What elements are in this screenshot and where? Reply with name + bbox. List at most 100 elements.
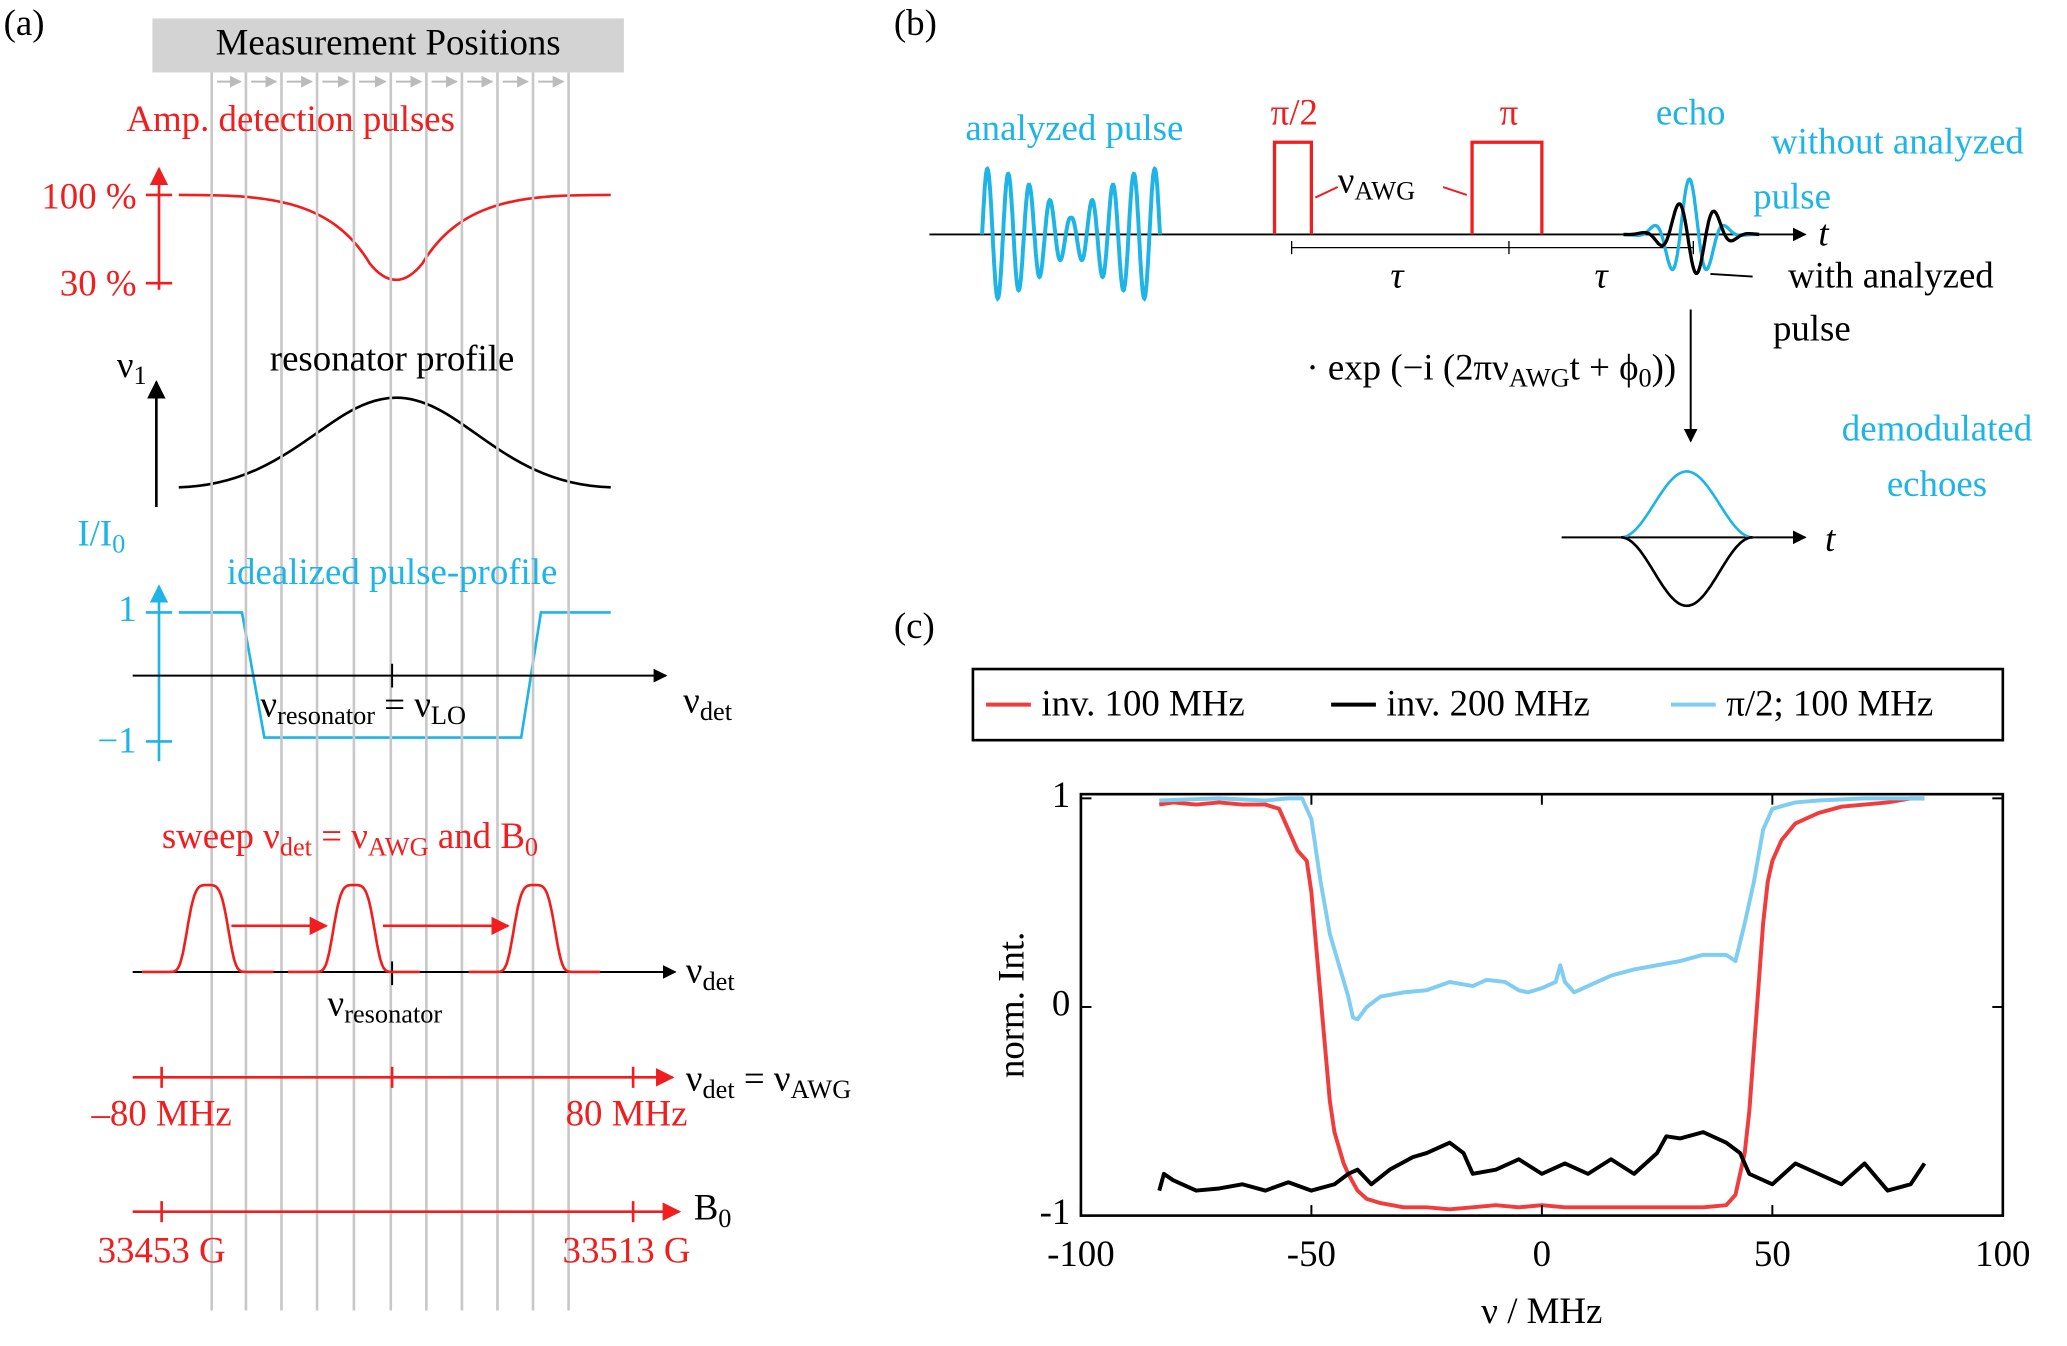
field-max: 33513 G (563, 1229, 691, 1270)
with-label: with analyzed (1788, 255, 1994, 296)
text-part: ν (328, 983, 345, 1024)
field-min: 33453 G (98, 1229, 226, 1270)
text-part: B (694, 1187, 719, 1228)
subscript: det (700, 697, 733, 726)
subscript: resonator (344, 1000, 442, 1029)
y-axis-title: norm. Int. (991, 932, 1032, 1078)
plot-frame (1079, 792, 2005, 1217)
amplitude-high: 100 % (41, 176, 136, 217)
data-line (1158, 796, 1925, 1212)
level-high: 1 (118, 588, 136, 629)
amplitude-curve (178, 193, 611, 281)
tau-label: τ (1595, 255, 1610, 296)
text-part: )) (1652, 347, 1677, 389)
text-part: ν (686, 950, 703, 991)
sweep-title: sweep νdet = νAWG and B0 (162, 816, 538, 862)
subscript: AWG (1354, 177, 1415, 206)
subscript: 0 (718, 1204, 731, 1233)
x-tick-label: 100 (1975, 1233, 2030, 1274)
subscript: 0 (525, 833, 538, 862)
text-part: ν (1338, 160, 1355, 201)
subscript: AWG (1509, 364, 1570, 393)
pi-label: π (1500, 91, 1519, 132)
amplitude-low: 30 % (60, 263, 137, 304)
subscript: AWG (791, 1075, 852, 1104)
data-line (1159, 796, 1925, 1022)
demodulated-label: echoes (1887, 463, 1987, 504)
without-label: pulse (1753, 176, 1831, 217)
subscript: det (702, 1075, 735, 1104)
frequency-min: –80 MHz (90, 1092, 231, 1133)
text-part: and B (429, 816, 525, 857)
axis-label: B0 (694, 1187, 732, 1233)
echo-label: echo (1656, 91, 1726, 132)
axis-label: νdet (686, 950, 736, 996)
subscript: det (702, 967, 735, 996)
y-tick-label: -1 (1040, 1191, 1071, 1232)
y-tick-label: 0 (1052, 982, 1070, 1023)
legend-label: inv. 200 MHz (1386, 683, 1589, 724)
panel-label: (a) (4, 2, 45, 44)
frequency-max: 80 MHz (566, 1092, 688, 1133)
text-part: ν (686, 1058, 703, 1099)
axis-label: t (1825, 518, 1836, 559)
subscript: LO (431, 701, 466, 730)
text-part: = ν (312, 816, 368, 857)
sweep-pulse (288, 883, 420, 974)
demodulated-with (1620, 536, 1753, 608)
text-part: = ν (375, 684, 431, 725)
intensity-axis-label: I/I0 (77, 513, 125, 559)
resonator-label: νresonator (328, 983, 443, 1029)
without-label: without analyzed (1771, 120, 2024, 161)
leader (1710, 272, 1753, 278)
subscript: 0 (112, 530, 125, 559)
y-tick-label: 1 (1052, 774, 1070, 815)
resonator-lo-label: νresonator = νLO (260, 684, 466, 730)
x-tick-label: -50 (1287, 1233, 1336, 1274)
pi-half-label: π/2 (1271, 91, 1318, 132)
text-part: · exp (−i (2πν (1306, 347, 1508, 389)
resonator-title: resonator profile (270, 338, 515, 379)
resonator-curve (178, 396, 611, 489)
legend-box (971, 667, 2005, 742)
subscript: det (280, 833, 313, 862)
sweep-pulse (468, 883, 601, 974)
x-axis-title: ν / MHz (1481, 1290, 1602, 1331)
panel-label: (b) (894, 2, 937, 44)
leader (1314, 186, 1339, 199)
pi-half-pulse (1272, 140, 1314, 235)
pulse-profile-curve (178, 611, 611, 739)
text-part: ν (117, 344, 134, 385)
legend-label: π/2; 100 MHz (1726, 683, 1933, 724)
header-box (152, 18, 624, 73)
text-part: I/I (77, 513, 112, 554)
with-label: pulse (1773, 307, 1851, 348)
legend-label: inv. 100 MHz (1041, 683, 1244, 724)
axis-label: νdet = νAWG (686, 1058, 852, 1104)
resonator-axis-label: ν1 (117, 344, 147, 390)
text-part: sweep ν (162, 816, 280, 857)
level-low: −1 (97, 720, 136, 761)
amplitude-title: Amp. detection pulses (126, 98, 455, 139)
analyzed-pulse-label: analyzed pulse (965, 107, 1183, 148)
tau-label: τ (1390, 255, 1405, 296)
axis-label: νdet (683, 680, 733, 726)
pi-pulse (1470, 140, 1544, 235)
demodulated-without (1620, 470, 1753, 539)
pulse-profile-title: idealized pulse-profile (227, 551, 558, 592)
panel-label: (c) (894, 605, 935, 647)
analyzed-pulse (980, 166, 1162, 302)
demodulation-formula: · exp (−i (2πνAWGt + ϕ0)) (1306, 347, 1676, 393)
subscript: 0 (1638, 364, 1651, 393)
text-part: = ν (735, 1058, 791, 1099)
nu-awg-label: νAWG (1338, 160, 1415, 206)
x-tick-label: 50 (1754, 1233, 1791, 1274)
sweep-pulse (141, 883, 274, 974)
demodulated-label: demodulated (1842, 407, 2032, 448)
text-part: t + ϕ (1570, 347, 1639, 388)
x-tick-label: -100 (1047, 1233, 1115, 1274)
text-part: ν (683, 680, 700, 721)
text-part: ν (260, 684, 277, 725)
